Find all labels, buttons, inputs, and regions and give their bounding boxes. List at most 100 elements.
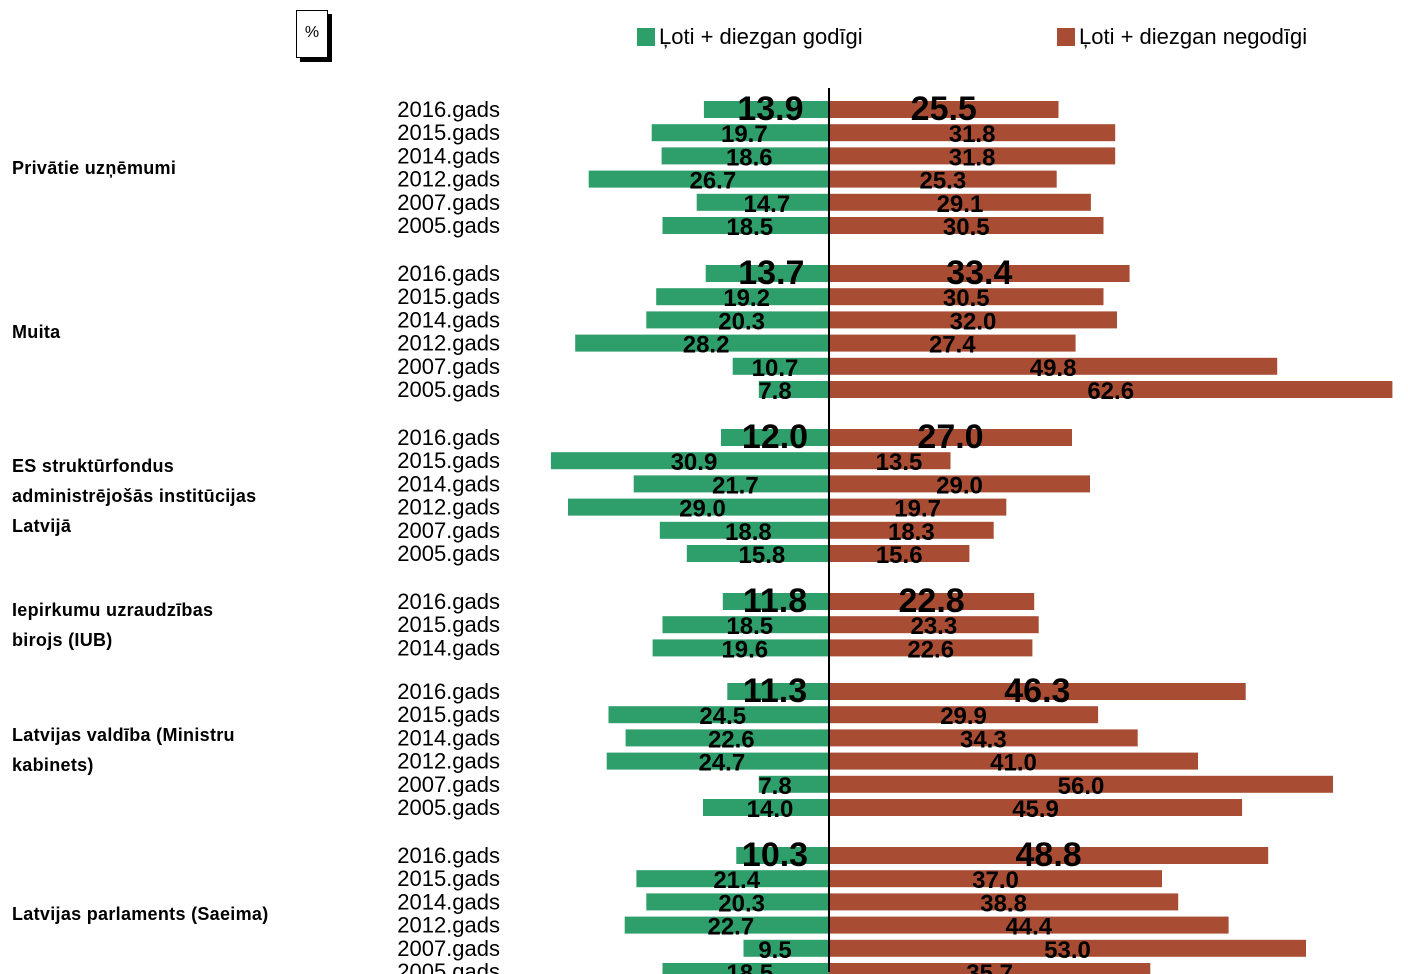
year-label: 2016.gads [397,261,500,286]
value-label-honest: 28.2 [683,332,730,359]
bar-dishonest [829,124,1116,142]
year-label: 2005.gads [397,959,500,974]
value-label-honest: 12.0 [742,418,808,456]
group-label: ES struktūrfondus administrējošās institū… [12,451,342,541]
bar-dishonest [829,939,1306,957]
value-label-honest: 10.7 [752,355,799,382]
group-label: Latvijas valdība (Ministru kabinets) [12,720,342,780]
bar-honest [696,193,829,211]
bar-dishonest [829,545,970,562]
year-label: 2012.gads [397,167,500,192]
bar-dishonest [829,357,1278,375]
bar-dishonest [829,217,1104,234]
value-label-honest: 18.5 [726,613,773,640]
bar-dishonest [829,916,1229,934]
value-label-dishonest: 29.9 [940,703,987,730]
value-label-honest: 26.7 [689,168,736,195]
year-label: 2007.gads [397,190,500,215]
bar-honest [662,616,829,634]
year-label: 2005.gads [397,541,500,566]
value-label-honest: 18.6 [726,144,773,171]
bar-honest [646,311,829,329]
year-label: 2015.gads [397,702,500,727]
bar-dishonest [829,593,1035,610]
bar-honest [743,939,829,957]
value-label-honest: 15.8 [739,542,786,569]
value-label-dishonest: 15.6 [876,542,923,569]
bar-dishonest [829,381,1393,398]
value-label-dishonest: 22.6 [907,636,954,663]
bar-honest [686,545,829,562]
bar-honest [722,593,829,610]
bar-dishonest [829,311,1117,329]
value-label-honest: 13.9 [737,90,803,128]
bar-honest [758,381,829,398]
bar-dishonest [829,963,1151,974]
value-label-dishonest: 19.7 [894,496,941,523]
legend-item: Ļoti + diezgan godīgi [637,24,863,50]
bar-dishonest [829,799,1243,816]
value-label-dishonest: 31.8 [949,121,996,148]
year-label: 2007.gads [397,936,500,961]
bar-honest [659,521,829,539]
bar-dishonest [829,752,1198,770]
legend-swatch [637,28,655,46]
value-label-dishonest: 38.8 [980,890,1027,917]
year-label: 2012.gads [397,495,500,520]
bar-dishonest [829,639,1033,657]
bar-honest [651,124,829,142]
value-label-dishonest: 45.9 [1012,796,1059,823]
value-label-honest: 24.7 [698,750,745,777]
bar-dishonest [829,170,1057,188]
value-label-dishonest: 25.5 [911,90,977,128]
bar-honest [568,498,829,516]
value-label-honest: 20.3 [718,890,765,917]
value-label-dishonest: 37.0 [972,867,1019,894]
bar-dishonest [829,334,1076,352]
bar-honest [662,217,829,234]
bar-dishonest [829,616,1039,634]
bar-honest [625,729,829,747]
value-label-dishonest: 29.1 [937,191,984,218]
bar-honest [705,265,829,282]
value-label-dishonest: 35.7 [966,960,1013,974]
group-label-line: birojs (IUB) [12,629,113,650]
value-label-honest: 19.2 [723,285,770,312]
bar-honest [736,847,829,864]
group-label-line: Muita [12,321,61,342]
value-label-dishonest: 23.3 [910,613,957,640]
legend-swatch [1057,28,1075,46]
group-label: Iepirkumu uzraudzības birojs (IUB) [12,595,342,655]
bar-dishonest [829,452,951,470]
value-label-honest: 14.7 [743,191,790,218]
year-label: 2016.gads [397,97,500,122]
year-label: 2012.gads [397,749,500,774]
bar-dishonest [829,498,1007,516]
bar-honest [575,334,829,352]
bar-honest [652,639,829,657]
year-label: 2016.gads [397,425,500,450]
value-label-honest: 22.6 [708,726,755,753]
group-label-line: administrējošās institūcijas [12,485,257,506]
bar-honest [656,288,829,306]
bar-dishonest [829,870,1162,888]
bar-honest [703,101,829,118]
value-label-honest: 7.8 [758,773,791,800]
bar-honest [732,357,829,375]
value-label-honest: 14.0 [747,796,794,823]
value-label-honest: 13.7 [738,254,804,292]
bar-dishonest [829,775,1333,793]
value-label-honest: 11.3 [743,672,807,710]
value-label-dishonest: 30.5 [943,285,990,312]
bar-honest [703,799,829,816]
value-label-dishonest: 34.3 [960,726,1007,753]
value-label-honest: 21.4 [713,867,760,894]
bar-dishonest [829,101,1059,118]
bar-honest [588,170,829,188]
legend-label: Ļoti + diezgan godīgi [659,24,863,49]
value-label-dishonest: 49.8 [1030,355,1077,382]
year-label: 2014.gads [397,889,500,914]
bar-honest [727,683,829,700]
year-label: 2015.gads [397,448,500,473]
year-label: 2015.gads [397,120,500,145]
